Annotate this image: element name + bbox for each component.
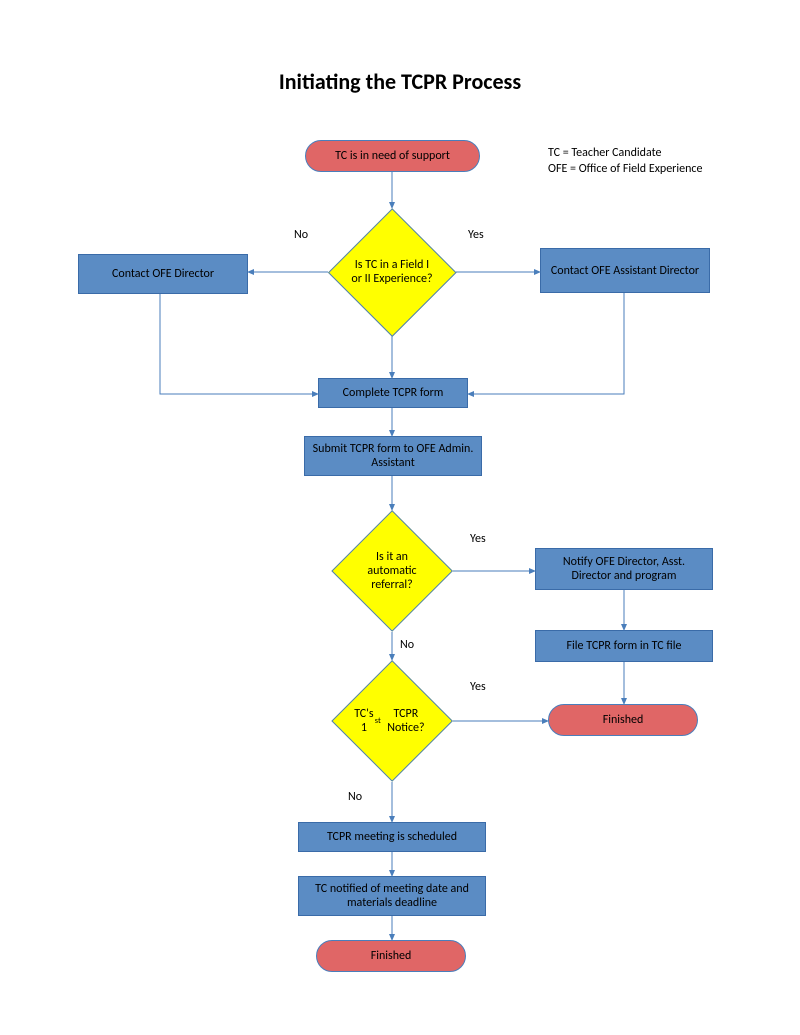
edge-label: No <box>400 638 414 652</box>
terminator-node: Finished <box>548 704 698 736</box>
process-node: TC notified of meeting date and material… <box>298 876 486 916</box>
legend-line: TC = Teacher Candidate <box>548 146 702 162</box>
process-node: TCPR meeting is scheduled <box>298 822 486 852</box>
legend: TC = Teacher Candidate OFE = Office of F… <box>548 146 702 177</box>
process-node: Contact OFE Assistant Director <box>540 248 710 293</box>
edge-label: Yes <box>470 680 486 694</box>
terminator-node: Finished <box>316 940 466 972</box>
process-node: Notify OFE Director, Asst. Director and … <box>535 548 713 590</box>
terminator-node: TC is in need of support <box>305 140 480 172</box>
process-node: Submit TCPR form to OFE Admin. Assistant <box>304 436 482 476</box>
decision-node: Is it an automatic referral? <box>331 510 453 632</box>
edge-label: Yes <box>468 228 484 242</box>
decision-node: Is TC in a Field I or II Experience? <box>328 208 456 336</box>
page-title: Initiating the TCPR Process <box>0 68 800 95</box>
process-node: File TCPR form in TC file <box>535 630 713 662</box>
node-label: TC's 1st TCPR Notice? <box>331 660 453 782</box>
edge-label: No <box>348 790 362 804</box>
process-node: Complete TCPR form <box>318 378 468 408</box>
node-label: Is it an automatic referral? <box>331 510 453 632</box>
edge-label: No <box>294 228 308 242</box>
legend-line: OFE = Office of Field Experience <box>548 162 702 178</box>
edge <box>468 293 624 394</box>
decision-node: TC's 1st TCPR Notice? <box>331 660 453 782</box>
process-node: Contact OFE Director <box>78 254 248 294</box>
edge <box>160 294 318 394</box>
node-label: Is TC in a Field I or II Experience? <box>328 208 456 336</box>
edge-label: Yes <box>470 532 486 546</box>
